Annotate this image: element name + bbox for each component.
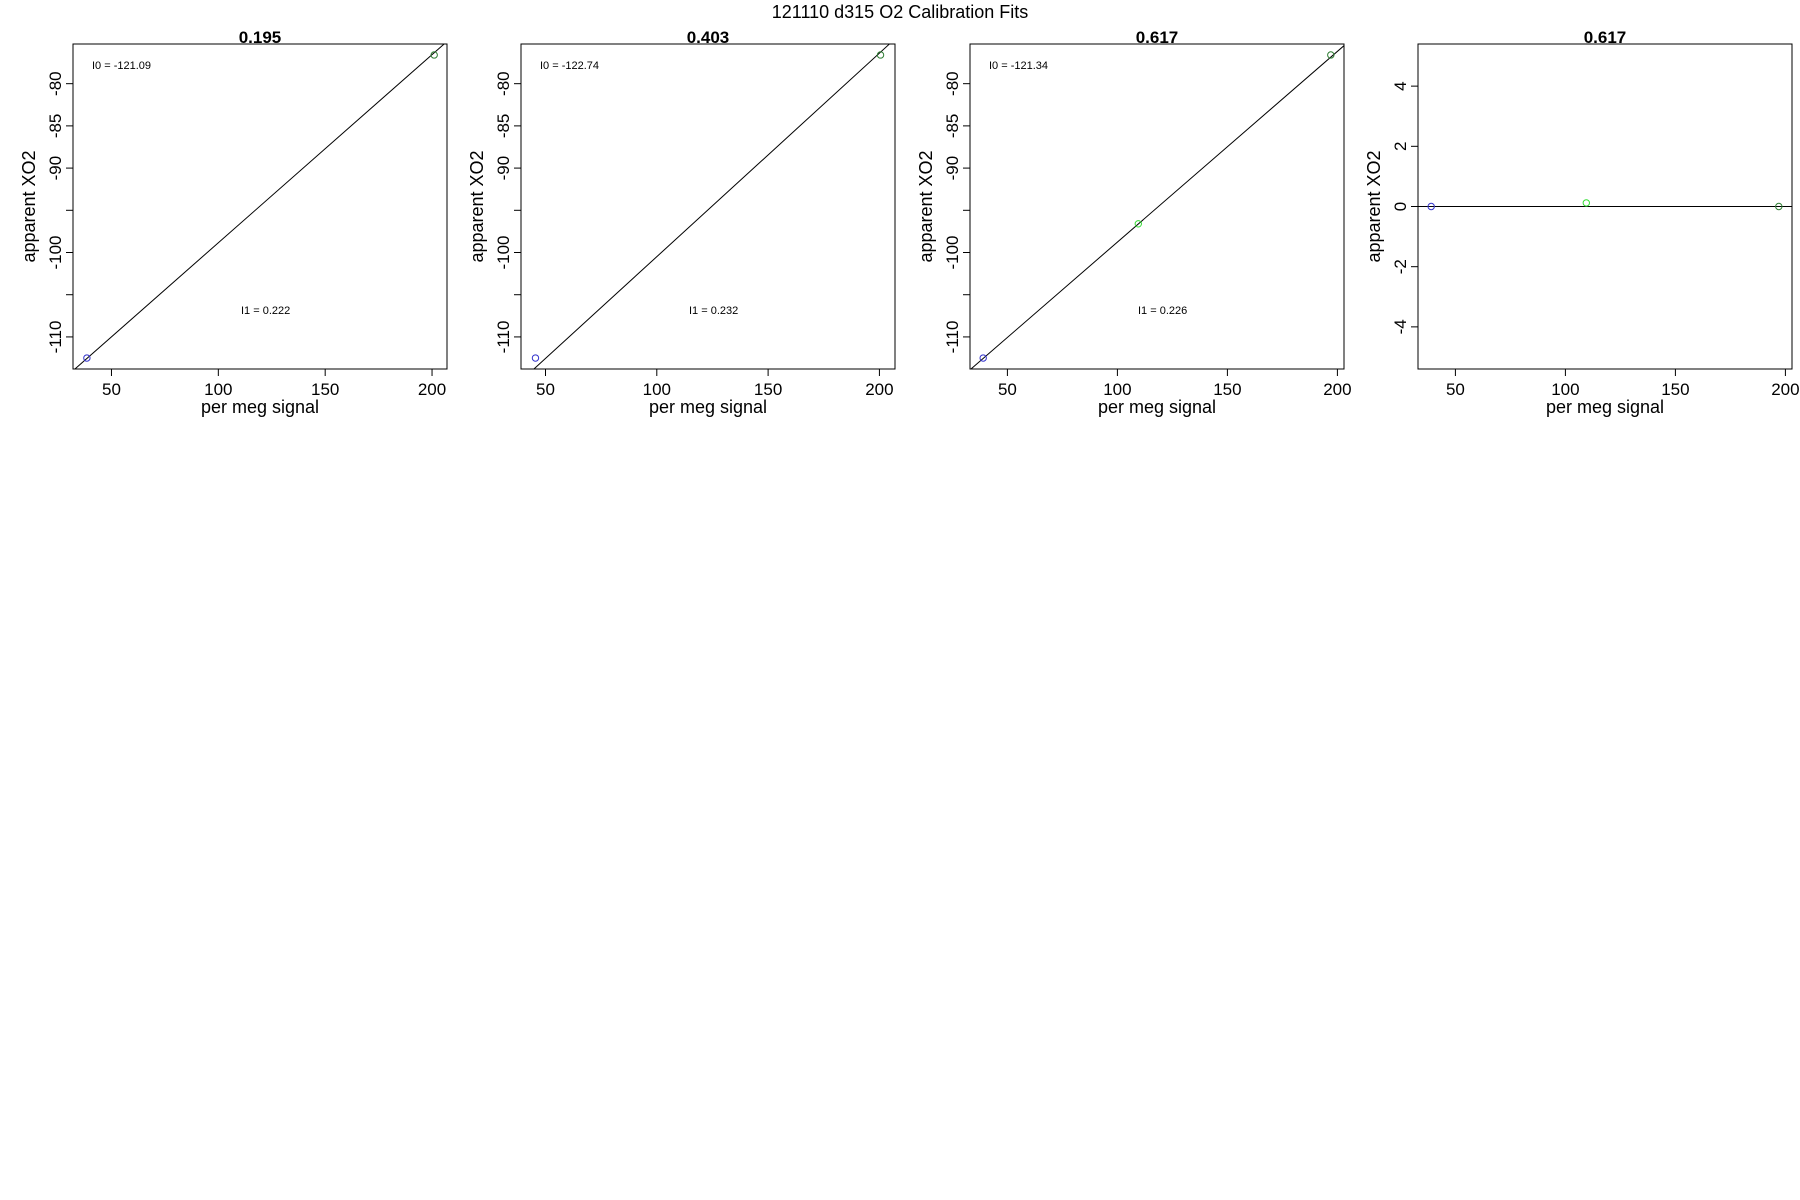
- y-tick-label: -85: [943, 114, 962, 139]
- x-tick-label: 100: [1551, 380, 1579, 399]
- x-axis-label: per meg signal: [201, 397, 319, 417]
- y-tick-label: -80: [943, 71, 962, 96]
- x-tick-label: 200: [1323, 380, 1351, 399]
- intercept-annotation: I0 = -121.34: [989, 60, 1048, 72]
- chart-panel-3: 0.617 50 100 150 200 -80 -85 -90 -100 -110 per meg…: [916, 28, 1352, 417]
- y-tick-label: -100: [46, 235, 65, 269]
- y-tick-label: -110: [494, 321, 513, 354]
- y-tick-label: -90: [494, 156, 513, 181]
- y-tick-label: 2: [1391, 142, 1410, 151]
- x-axis-label: per meg signal: [1098, 397, 1216, 417]
- y-tick-label: 4: [1391, 81, 1410, 90]
- chart-panel-2: 0.403 50 100 150 200 -80 -85 -90 -100 -110 per meg…: [467, 28, 896, 417]
- y-tick-label: -110: [46, 321, 65, 354]
- panel-title: 0.403: [687, 28, 730, 47]
- data-point: [1582, 199, 1591, 207]
- data-point: [979, 354, 987, 362]
- plot-frame: [520, 43, 896, 370]
- plot-frame: [969, 43, 1345, 370]
- y-tick-label: -110: [943, 321, 962, 354]
- x-axis-label: per meg signal: [649, 397, 767, 417]
- y-axis-label: apparent XO2: [916, 150, 936, 262]
- slope-annotation: I1 = 0.222: [241, 305, 290, 317]
- x-axis-label: per meg signal: [1546, 397, 1664, 417]
- panel-title: 0.195: [239, 28, 282, 47]
- fit-line: [970, 45, 1344, 369]
- x-tick-label: 100: [1103, 380, 1131, 399]
- data-point: [1327, 51, 1335, 59]
- data-point: [1134, 220, 1143, 228]
- figure-title: 121110 d315 O2 Calibration Fits: [772, 2, 1029, 22]
- chart-panel-1: 0.195 50 100 150 200 -80 -85 -90 -100 -110 per meg…: [19, 28, 448, 417]
- y-tick-label: 0: [1391, 202, 1410, 211]
- slope-annotation: I1 = 0.232: [689, 305, 738, 317]
- plot-frame: [72, 43, 448, 370]
- x-tick-label: 150: [311, 380, 339, 399]
- y-tick-label: -2: [1391, 259, 1410, 274]
- y-tick-label: -85: [494, 114, 513, 139]
- x-tick-label: 150: [754, 380, 782, 399]
- panel-title: 0.617: [1584, 28, 1627, 47]
- y-tick-label: -90: [46, 156, 65, 181]
- x-tick-label: 100: [204, 380, 232, 399]
- y-tick-label: -80: [494, 71, 513, 96]
- slope-annotation: I1 = 0.226: [1138, 305, 1187, 317]
- x-tick-label: 150: [1661, 380, 1689, 399]
- intercept-annotation: I0 = -121.09: [92, 60, 151, 72]
- data-point: [1775, 202, 1783, 211]
- x-tick-label: 200: [1771, 380, 1799, 399]
- y-tick-label: -90: [943, 156, 962, 181]
- data-point: [1427, 202, 1435, 211]
- x-tick-label: 50: [536, 380, 555, 399]
- x-tick-label: 150: [1213, 380, 1241, 399]
- x-tick-label: 50: [1446, 380, 1465, 399]
- y-axis-label: apparent XO2: [1364, 150, 1384, 262]
- x-tick-label: 50: [102, 380, 121, 399]
- y-axis-label: apparent XO2: [19, 150, 39, 262]
- data-point: [876, 51, 885, 59]
- x-tick-label: 200: [865, 380, 893, 399]
- x-tick-label: 50: [998, 380, 1017, 399]
- x-tick-label: 100: [643, 380, 671, 399]
- panel-title: 0.617: [1136, 28, 1179, 47]
- y-tick-label: -4: [1391, 319, 1410, 334]
- x-tick-label: 200: [418, 380, 446, 399]
- data-point: [430, 51, 438, 59]
- chart-panel-4: 0.617 50 100 150 200 4 2 0 -2 -4 per meg signal app…: [1364, 28, 1800, 417]
- panels-group: 0.195 50 100 150 200 -80 -85 -90 -100 -110 per meg…: [19, 28, 1800, 417]
- data-point: [83, 354, 91, 362]
- fit-line: [533, 44, 891, 369]
- data-point: [531, 354, 540, 362]
- y-axis-label: apparent XO2: [467, 150, 487, 262]
- intercept-annotation: I0 = -122.74: [540, 60, 599, 72]
- fit-line: [74, 44, 445, 369]
- y-tick-label: -100: [943, 235, 962, 269]
- y-tick-label: -80: [46, 71, 65, 96]
- y-tick-label: -100: [494, 235, 513, 269]
- y-tick-label: -85: [46, 114, 65, 139]
